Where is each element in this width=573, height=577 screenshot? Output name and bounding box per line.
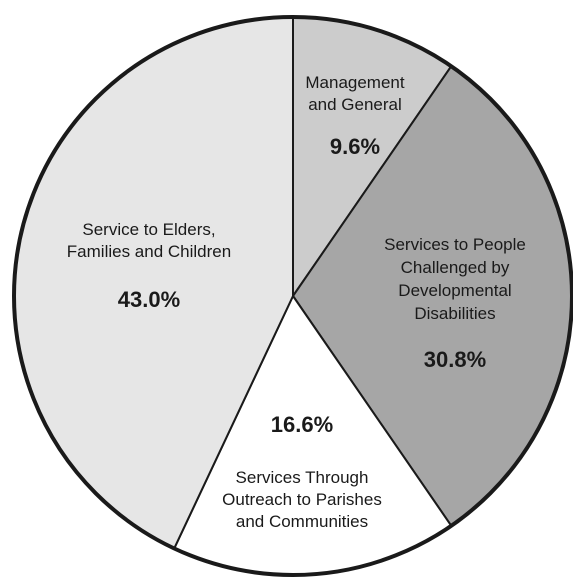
slice-value-label: 43.0%	[118, 287, 180, 312]
slice-name-line: Outreach to Parishes	[222, 490, 382, 509]
slice-value-label: 16.6%	[271, 412, 333, 437]
slice-name-line: and General	[308, 95, 402, 114]
slice-value-label: 30.8%	[424, 347, 486, 372]
slice-label-3: 16.6% Services Through Outreach to Parishe…	[222, 412, 382, 531]
slice-label-4: Service to Elders, Families and Children 4…	[67, 220, 231, 312]
slice-name-line: Services Through	[236, 468, 369, 487]
slice-name-line: Services to People	[384, 235, 526, 254]
slice-name-line: and Communities	[236, 512, 368, 531]
slice-label-1: Management and General 9.6%	[305, 73, 405, 159]
slice-name-line: Service to Elders,	[82, 220, 215, 239]
pie-outline	[12, 15, 573, 577]
slice-label-2: Services to People Challenged by Developme…	[384, 235, 526, 372]
slice-value-label: 9.6%	[330, 134, 380, 159]
pie-labels: Management and General 9.6% Services to Peo…	[67, 73, 526, 531]
slice-name-line: Management	[305, 73, 405, 92]
slice-name-line: Disabilities	[414, 304, 495, 323]
pie-slices	[13, 16, 573, 576]
slice-name-line: Challenged by	[401, 258, 510, 277]
slice-name-line: Developmental	[398, 281, 511, 300]
slice-name-line: Families and Children	[67, 242, 231, 261]
